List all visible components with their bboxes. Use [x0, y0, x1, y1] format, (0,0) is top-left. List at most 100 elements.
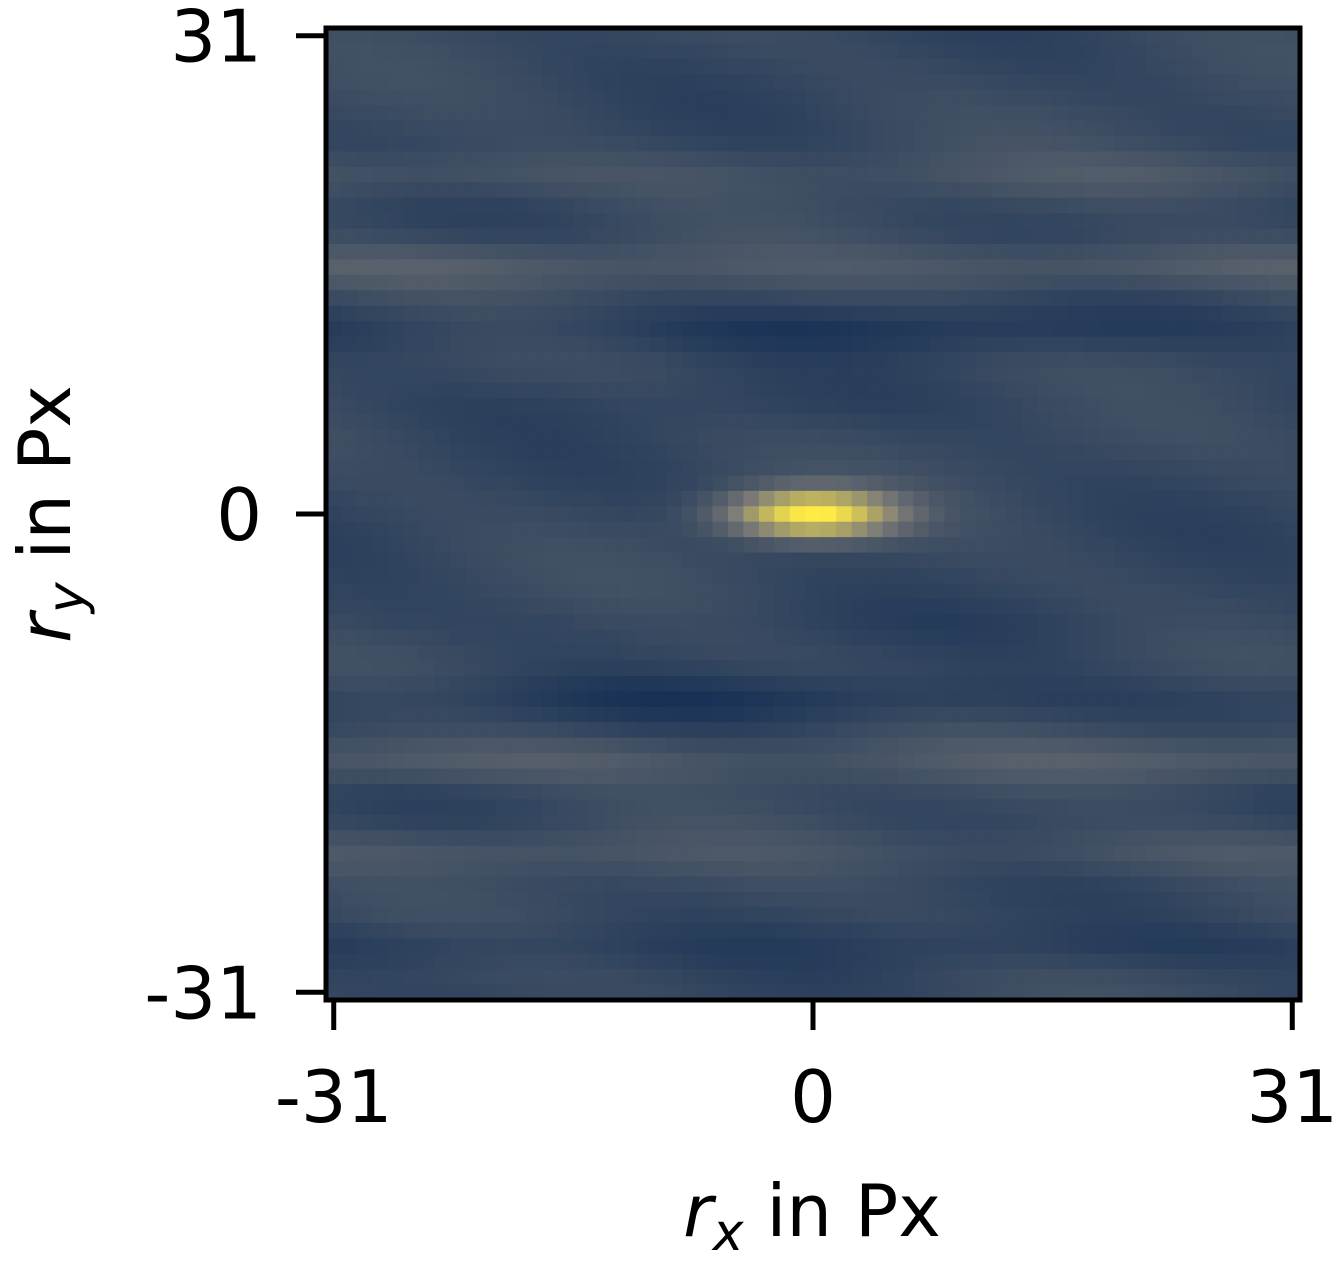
- heatmap-cell: [975, 984, 992, 1001]
- heatmap-cell: [356, 444, 373, 461]
- heatmap-cell: [666, 413, 683, 430]
- heatmap-cell: [789, 768, 806, 785]
- heatmap-cell: [542, 614, 559, 631]
- heatmap-cell: [743, 568, 760, 585]
- heatmap-cell: [1145, 876, 1162, 893]
- heatmap-cell: [1253, 120, 1270, 137]
- heatmap-cell: [1052, 244, 1069, 261]
- heatmap-cell: [511, 58, 528, 75]
- heatmap-cell: [1145, 213, 1162, 230]
- heatmap-cell: [557, 259, 574, 276]
- heatmap-cell: [557, 629, 574, 646]
- heatmap-cell: [1021, 120, 1038, 137]
- heatmap-cell: [1160, 89, 1177, 106]
- heatmap-cell: [588, 953, 605, 970]
- heatmap-cell: [434, 984, 451, 1001]
- heatmap-cell: [635, 228, 652, 245]
- heatmap-cell: [1222, 166, 1239, 183]
- heatmap-cell: [758, 321, 775, 338]
- heatmap-cell: [1114, 305, 1131, 322]
- heatmap-cell: [526, 305, 544, 322]
- heatmap-cell: [496, 814, 513, 831]
- heatmap-cell: [928, 876, 946, 893]
- heatmap-cell: [341, 197, 358, 214]
- heatmap-cell: [1021, 907, 1038, 924]
- heatmap-cell: [727, 629, 745, 646]
- heatmap-cell: [588, 938, 605, 955]
- heatmap-cell: [898, 429, 915, 446]
- heatmap-cell: [712, 506, 729, 523]
- heatmap-cell: [1083, 259, 1100, 276]
- heatmap-cell: [449, 367, 466, 384]
- heatmap-cell: [449, 876, 466, 893]
- heatmap-cell: [712, 120, 729, 137]
- heatmap-cell: [913, 382, 930, 399]
- heatmap-cell: [1222, 89, 1239, 106]
- heatmap-cell: [619, 490, 636, 507]
- heatmap-cell: [1160, 321, 1177, 338]
- heatmap-cell: [1006, 352, 1023, 369]
- y-tick-label: 31: [170, 0, 262, 79]
- heatmap-cell: [712, 598, 729, 615]
- heatmap-cell: [928, 892, 946, 909]
- heatmap-cell: [959, 753, 976, 770]
- heatmap-cell: [1099, 737, 1116, 754]
- heatmap-cell: [619, 568, 636, 585]
- heatmap-cell: [434, 706, 451, 723]
- heatmap-cell: [727, 336, 745, 353]
- heatmap-cell: [557, 136, 574, 153]
- heatmap-cell: [619, 352, 636, 369]
- heatmap-cell: [619, 398, 636, 415]
- heatmap-cell: [743, 321, 760, 338]
- heatmap-cell: [650, 537, 667, 554]
- heatmap-cell: [1269, 105, 1286, 122]
- heatmap-cell: [1037, 521, 1054, 538]
- heatmap-cell: [820, 969, 837, 986]
- heatmap-cell: [341, 814, 358, 831]
- heatmap-cell: [712, 753, 729, 770]
- heatmap-cell: [557, 475, 574, 492]
- heatmap-cell: [944, 398, 961, 415]
- heatmap-cell: [743, 768, 760, 785]
- heatmap-cell: [1207, 799, 1224, 816]
- heatmap-cell: [418, 136, 435, 153]
- heatmap-cell: [480, 784, 497, 801]
- heatmap-cell: [542, 490, 559, 507]
- heatmap-cell: [867, 444, 884, 461]
- heatmap-cell: [774, 830, 791, 847]
- heatmap-cell: [588, 768, 605, 785]
- heatmap-cell: [1114, 768, 1131, 785]
- heatmap-cell: [944, 799, 961, 816]
- heatmap-cell: [928, 907, 946, 924]
- heatmap-cell: [898, 444, 915, 461]
- heatmap-cell: [882, 552, 899, 569]
- heatmap-cell: [403, 336, 420, 353]
- heatmap-cell: [1253, 830, 1270, 847]
- heatmap-cell: [604, 552, 621, 569]
- heatmap-cell: [959, 737, 976, 754]
- heatmap-cell: [1145, 475, 1162, 492]
- heatmap-cell: [712, 197, 729, 214]
- heatmap-cell: [480, 89, 497, 106]
- heatmap-cell: [1284, 629, 1301, 646]
- heatmap-cell: [1006, 568, 1023, 585]
- heatmap-cell: [403, 907, 420, 924]
- heatmap-cell: [836, 74, 853, 91]
- heatmap-cell: [758, 506, 775, 523]
- heatmap-cell: [619, 737, 636, 754]
- heatmap-cell: [403, 753, 420, 770]
- heatmap-cell: [341, 614, 358, 631]
- heatmap-cell: [774, 259, 791, 276]
- heatmap-cell: [836, 568, 853, 585]
- heatmap-cell: [449, 814, 466, 831]
- heatmap-cell: [727, 136, 745, 153]
- heatmap-cell: [1083, 398, 1100, 415]
- heatmap-cell: [743, 460, 760, 477]
- heatmap-cell: [774, 321, 791, 338]
- heatmap-cell: [542, 953, 559, 970]
- heatmap-cell: [1099, 321, 1116, 338]
- heatmap-cell: [666, 444, 683, 461]
- heatmap-cell: [851, 506, 868, 523]
- heatmap-cell: [1145, 228, 1162, 245]
- heatmap-cell: [666, 568, 683, 585]
